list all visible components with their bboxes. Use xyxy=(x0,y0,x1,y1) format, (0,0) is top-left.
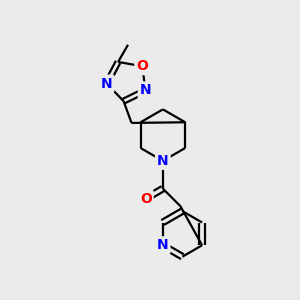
Text: N: N xyxy=(157,154,169,168)
Text: O: O xyxy=(136,59,148,73)
Text: N: N xyxy=(101,76,112,91)
Text: N: N xyxy=(140,83,152,98)
Text: N: N xyxy=(157,238,169,252)
Text: O: O xyxy=(140,191,152,206)
